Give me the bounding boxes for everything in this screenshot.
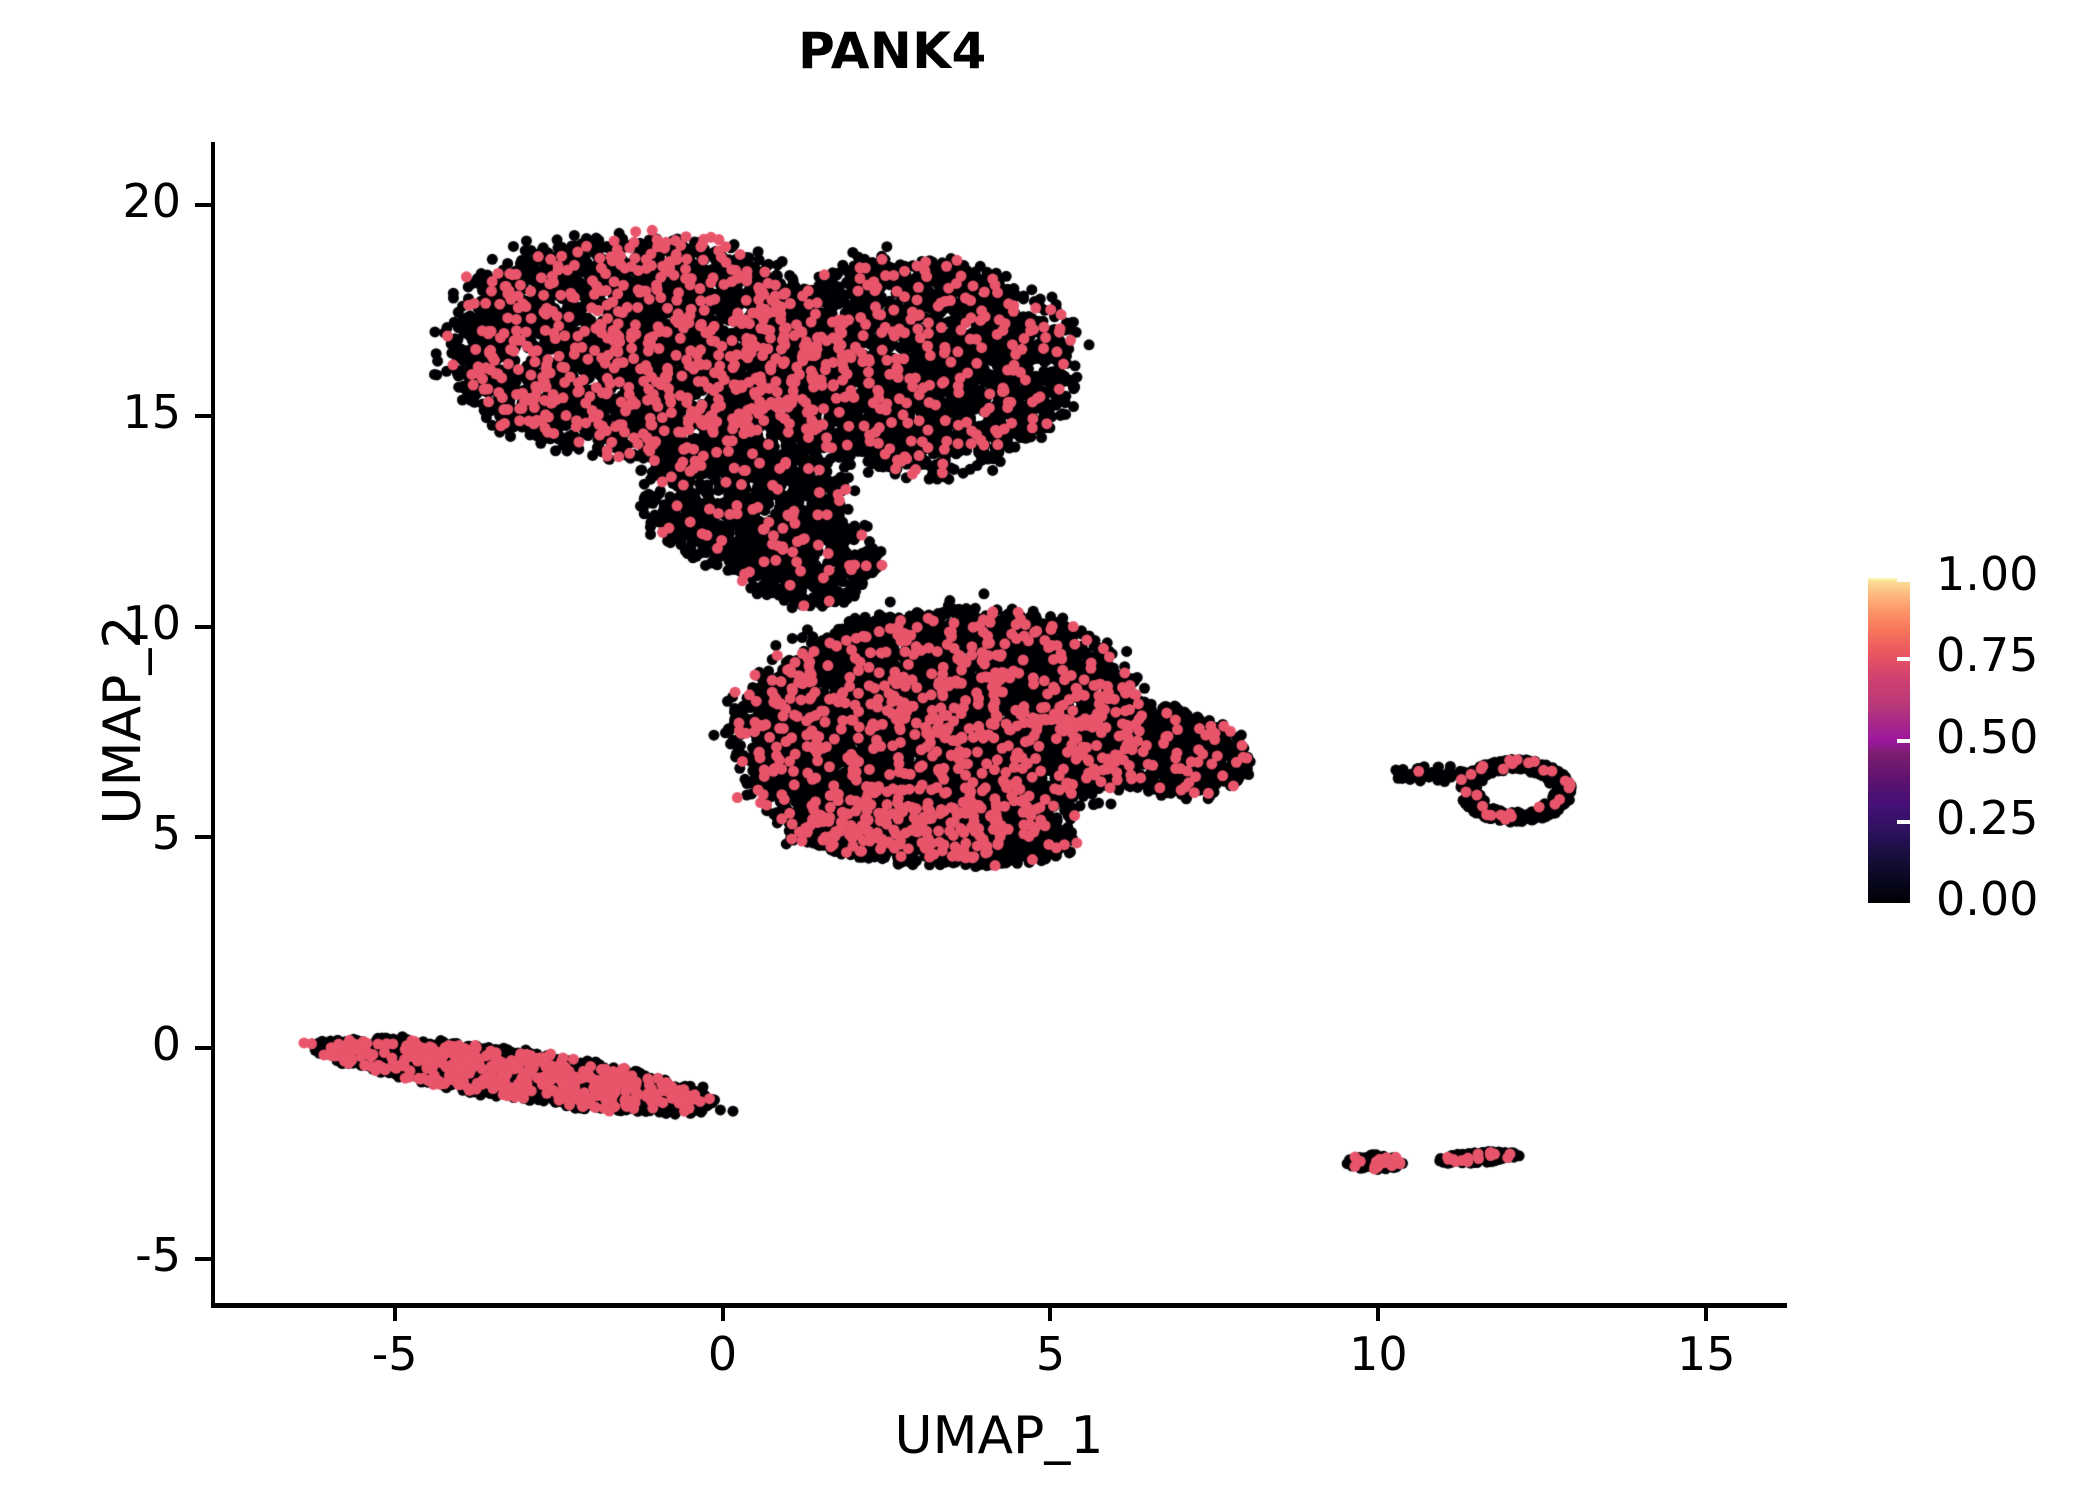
y-tick-label: 10: [122, 595, 181, 650]
x-axis-title: UMAP_1: [894, 1406, 1104, 1466]
scatter-points-canvas: [211, 142, 1785, 1305]
x-tick-mark: [1048, 1305, 1053, 1321]
y-tick-label: 5: [151, 806, 181, 861]
x-tick-mark: [1704, 1305, 1709, 1321]
x-tick-label: 10: [1349, 1327, 1408, 1381]
y-tick-mark: [195, 203, 211, 208]
colorbar-tick-mark: [1897, 899, 1910, 903]
colorbar-tick-mark: [1897, 657, 1910, 662]
x-tick-label: 5: [1035, 1327, 1066, 1381]
colorbar-tick-mark: [1897, 578, 1910, 582]
colorbar-tick-label: 0.50: [1936, 709, 2039, 764]
y-axis-title: UMAP_2: [93, 615, 153, 825]
y-axis-spine: [211, 142, 215, 1308]
scatter-plot-axes: [211, 142, 1785, 1305]
colorbar-tick-mark: [1897, 738, 1910, 743]
colorbar-tick-label: 1.00: [1936, 547, 2039, 601]
x-tick-label: -5: [371, 1327, 418, 1381]
x-tick-label: 15: [1677, 1327, 1736, 1381]
y-tick-mark: [195, 624, 211, 629]
colorbar-tick-label: 0.25: [1936, 790, 2039, 845]
x-axis-spine: [211, 1303, 1787, 1308]
y-tick-mark: [195, 1256, 211, 1261]
y-tick-mark: [195, 1045, 211, 1050]
y-tick-label: -5: [135, 1227, 181, 1282]
x-tick-mark: [720, 1305, 725, 1321]
y-tick-label: 15: [122, 384, 181, 439]
y-tick-mark: [195, 413, 211, 418]
x-tick-mark: [1376, 1305, 1381, 1321]
page-title: PANK4: [798, 22, 987, 80]
colorbar-gradient: [1868, 578, 1910, 903]
colorbar-tick-label: 0.00: [1936, 872, 2039, 926]
x-tick-mark: [392, 1305, 397, 1321]
colorbar-tick-label: 0.75: [1936, 628, 2039, 683]
y-tick-label: 20: [122, 174, 181, 229]
y-tick-label: 0: [151, 1016, 181, 1071]
colorbar-tick-mark: [1897, 819, 1910, 824]
y-tick-mark: [195, 835, 211, 840]
x-tick-label: 0: [707, 1327, 738, 1381]
